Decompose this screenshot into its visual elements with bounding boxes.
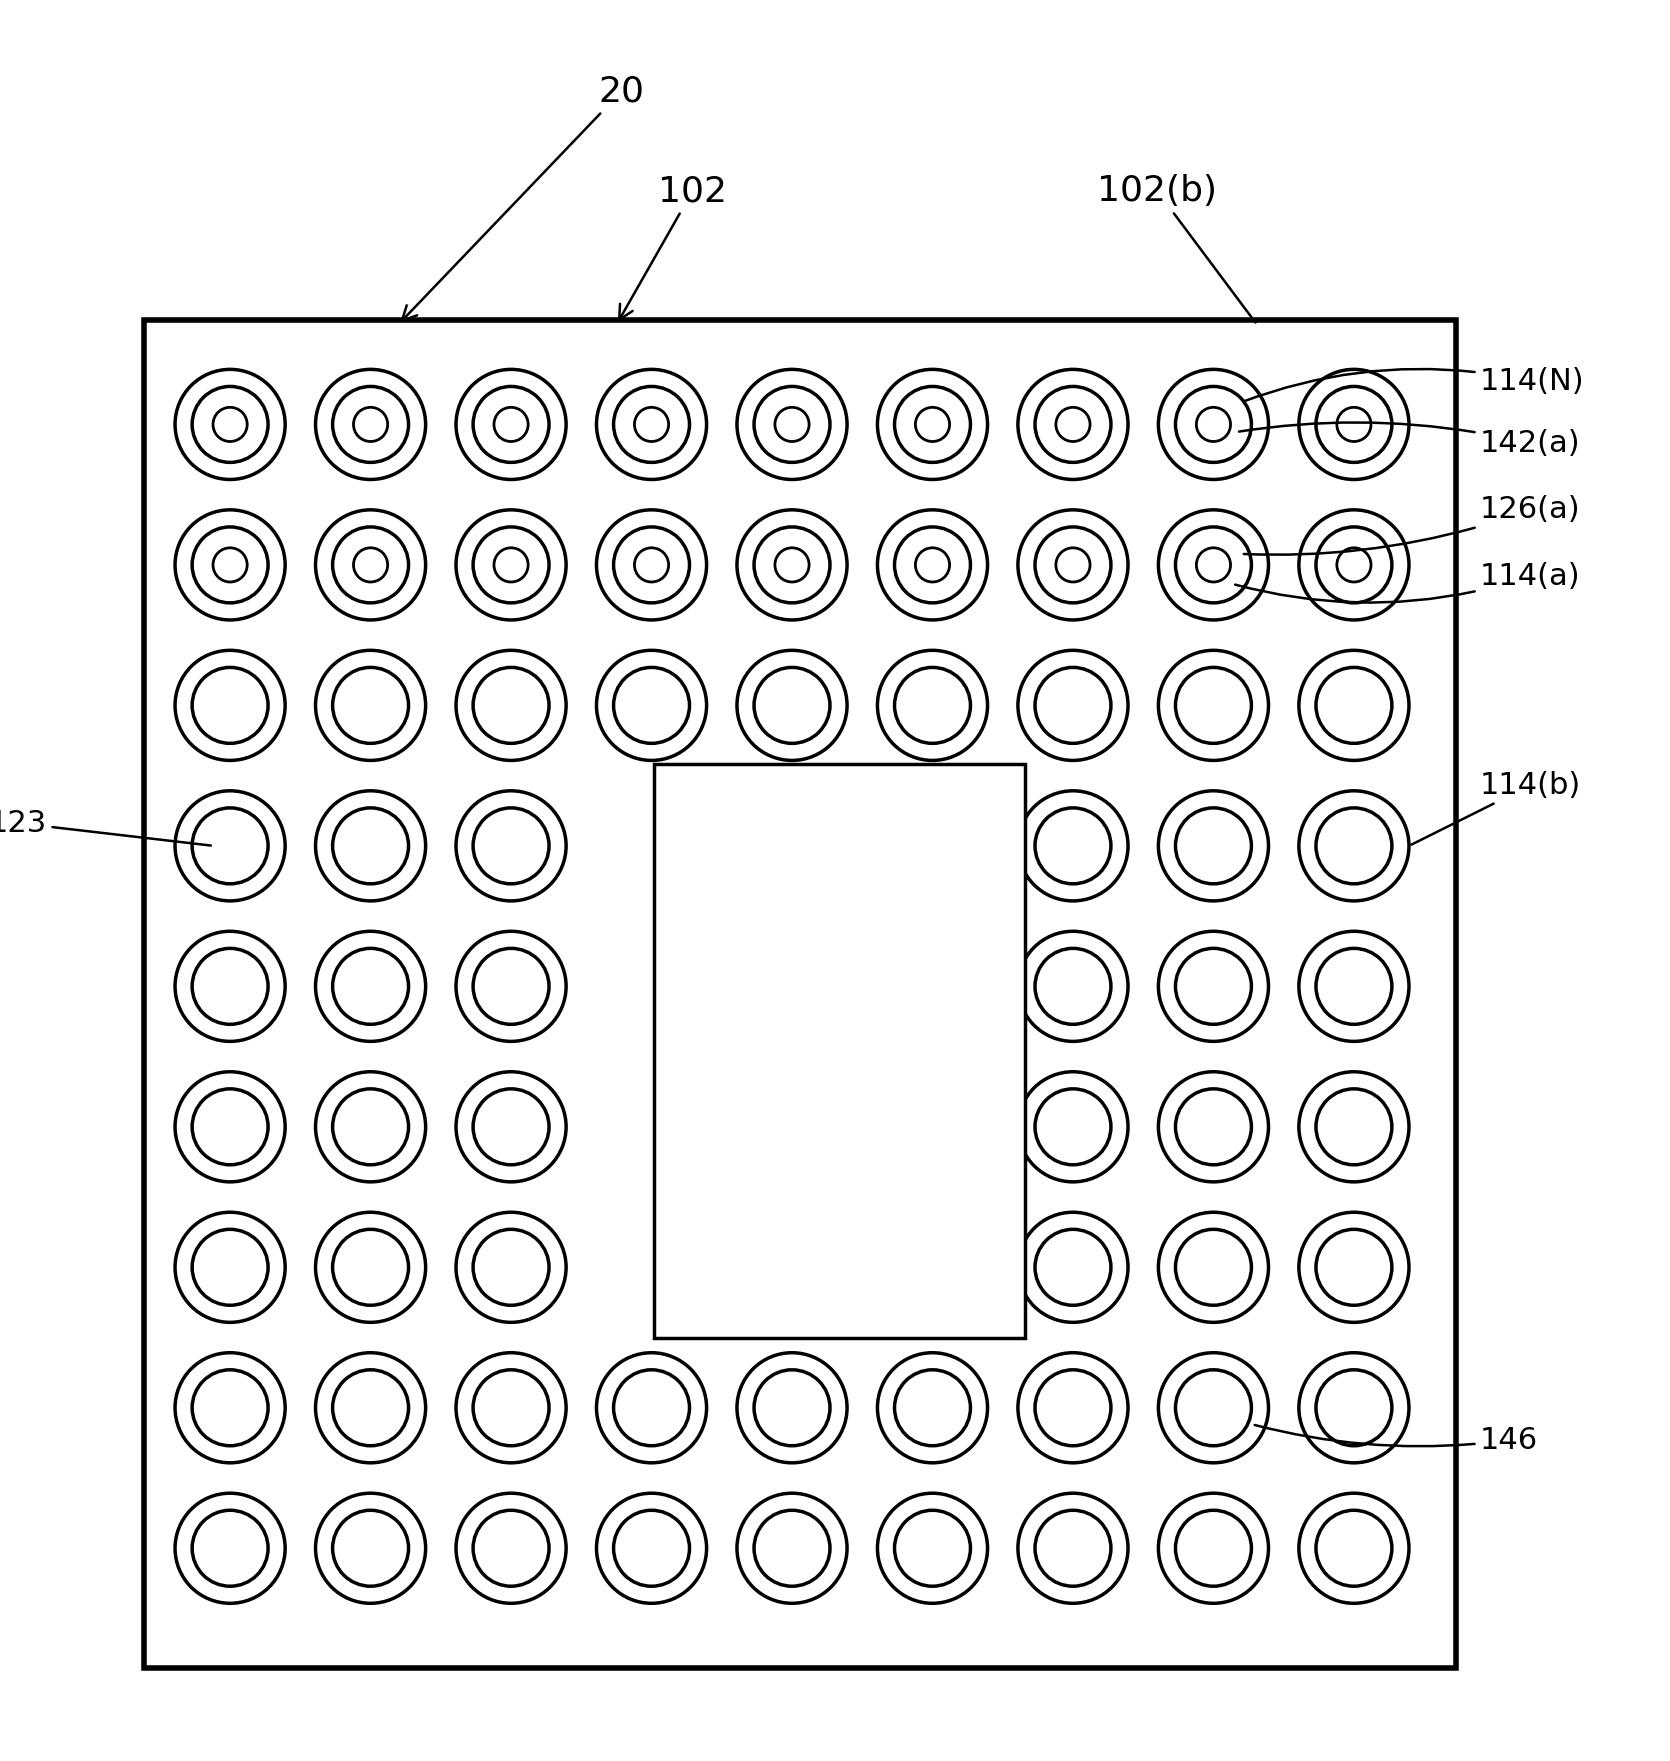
Text: 102(b): 102(b) — [1097, 174, 1256, 322]
Text: 114(N): 114(N) — [1244, 368, 1585, 402]
Text: 114(b): 114(b) — [1411, 771, 1581, 845]
Bar — [144, 321, 1456, 1668]
Text: 123: 123 — [0, 808, 210, 845]
Text: 146: 146 — [1254, 1425, 1538, 1455]
Bar — [655, 764, 1025, 1338]
Text: 142(a): 142(a) — [1239, 423, 1581, 458]
Text: 126(a): 126(a) — [1244, 495, 1581, 555]
Text: 20: 20 — [402, 74, 645, 321]
Text: 114(a): 114(a) — [1236, 562, 1581, 602]
Text: 102: 102 — [620, 174, 726, 321]
